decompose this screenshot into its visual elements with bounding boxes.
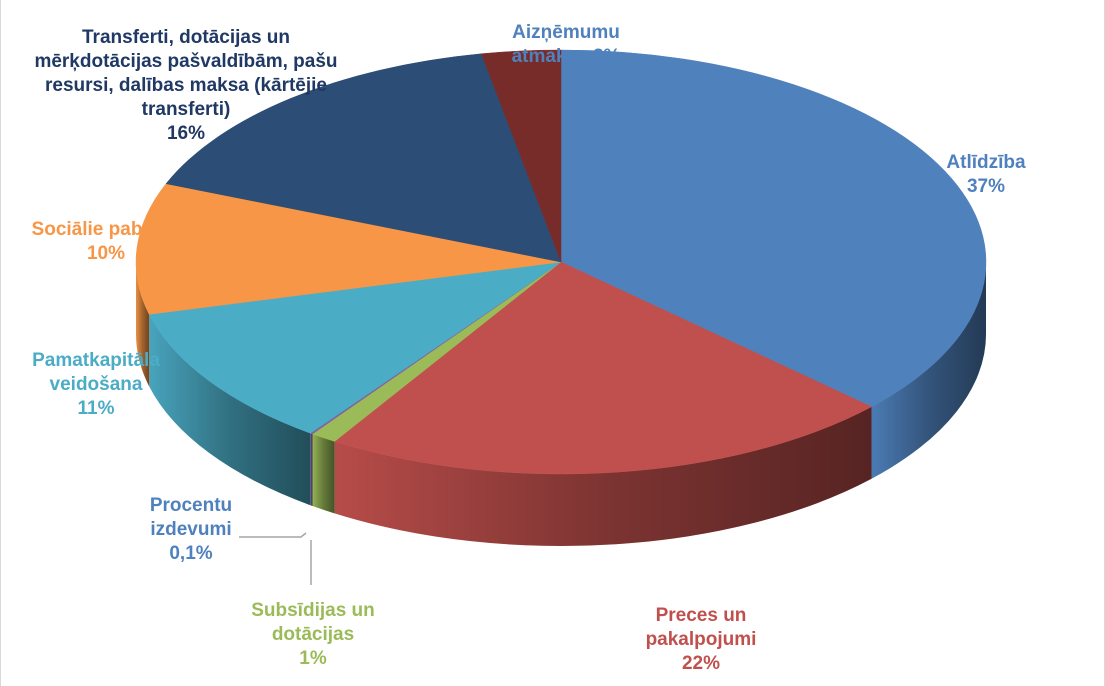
data-label: Procentu izdevumi 0,1% [136, 494, 246, 566]
value-label: 16% [166, 123, 206, 144]
pie-sides [136, 262, 986, 547]
slice-side-shade [312, 433, 335, 514]
category-label: Subsīdijas un dotācijas [251, 600, 375, 645]
value-label: 3% [592, 46, 621, 67]
slice-side-shade [334, 406, 872, 547]
value-label: 10% [86, 243, 126, 264]
category-label: Preces un pakalpojumi [645, 605, 757, 650]
slice [135, 183, 562, 315]
data-label: Transferti, dotācijas un mērķdotācijas p… [21, 26, 351, 146]
leader-line [239, 532, 307, 538]
category-label: Pamatkapitāla veidošana [32, 350, 160, 395]
value-label: 1% [299, 648, 327, 669]
slice [165, 53, 562, 263]
slice-side-shade [136, 262, 150, 387]
category-label: Aizņēmumu atmaksa [511, 22, 620, 67]
data-label: Subsīdijas un dotācijas 1% [238, 599, 388, 671]
data-label: Aizņēmumu atmaksa 3% [491, 21, 641, 69]
slice [148, 261, 562, 434]
data-label: Pamatkapitāla veidošana 11% [11, 349, 181, 421]
category-label: Transferti, dotācijas un mērķdotācijas p… [34, 27, 338, 120]
data-label: Preces un pakalpojumi 22% [626, 604, 776, 676]
slice-side-shade [149, 314, 311, 506]
category-label: Atlīdzība [946, 152, 1026, 173]
value-label: 22% [681, 653, 721, 674]
value-label: 0,1% [169, 543, 213, 564]
slice [334, 261, 873, 475]
slice [560, 49, 987, 408]
data-label: Atlīdzība 37% [921, 151, 1051, 199]
category-label: Procentu izdevumi [149, 495, 233, 540]
value-label: 37% [966, 176, 1006, 197]
data-label: Sociālie pabalsti 10% [6, 218, 206, 266]
value-label: 11% [77, 398, 115, 419]
slice [481, 49, 562, 263]
slice-side-shade [310, 433, 313, 506]
pie-tops [135, 49, 987, 475]
category-label: Sociālie pabalsti [31, 219, 181, 240]
slice-side-shade [871, 262, 986, 479]
